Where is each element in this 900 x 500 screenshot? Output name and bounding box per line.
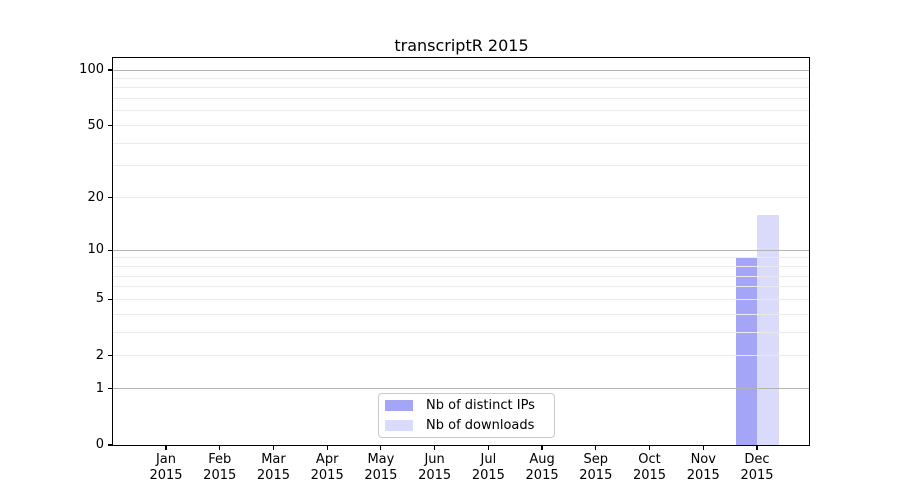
x-tick-label-may: May 2015 — [364, 452, 398, 483]
x-tick-label-oct: Oct 2015 — [632, 452, 667, 483]
x-tick-label-aug: Aug 2015 — [525, 452, 559, 483]
x-tick-mark-jul — [487, 445, 489, 450]
gridline-minor-y-50 — [113, 125, 810, 127]
gridline-major-y-1 — [113, 388, 810, 390]
x-tick-mark-sep — [595, 445, 597, 450]
legend-item-downloads: Nb of downloads — [385, 417, 554, 434]
x-tick-mark-feb — [219, 445, 221, 450]
gridline-minor-y-5 — [113, 298, 810, 300]
y-tick-label-0: 0 — [95, 437, 104, 452]
x-tick-mark-may — [380, 445, 382, 450]
gridline-minor-y-2 — [113, 355, 810, 357]
gridline-minor-y-60 — [113, 110, 810, 112]
y-tick-mark-100 — [108, 69, 113, 71]
legend-label-distinct-ips: Nb of distinct IPs — [426, 398, 535, 413]
legend-swatch-distinct-ips — [385, 400, 413, 411]
bar-distinct-ips-dec — [735, 257, 757, 445]
x-tick-label-apr: Apr 2015 — [310, 452, 344, 483]
x-tick-label-nov: Nov 2015 — [686, 452, 720, 483]
gridline-minor-y-70 — [113, 98, 810, 100]
x-tick-label-feb: Feb 2015 — [203, 452, 237, 483]
gridline-minor-y-20 — [113, 197, 810, 199]
gridline-minor-y-90 — [113, 77, 810, 79]
x-tick-mark-jan — [165, 445, 167, 450]
y-tick-label-100: 100 — [79, 62, 104, 77]
y-tick-mark-20 — [108, 197, 113, 199]
chart-title: transcriptR 2015 — [394, 36, 529, 55]
gridline-minor-y-40 — [113, 142, 810, 144]
y-tick-mark-10 — [108, 249, 113, 251]
x-tick-label-jul: Jul 2015 — [471, 452, 505, 483]
gridline-major-y-10 — [113, 249, 810, 251]
legend-swatch-downloads — [385, 420, 413, 431]
bar-downloads-dec — [757, 214, 779, 445]
x-tick-label-sep: Sep 2015 — [579, 452, 613, 483]
gridline-minor-y-6 — [113, 286, 810, 288]
gridline-minor-y-7 — [113, 275, 810, 277]
gridline-minor-y-9 — [113, 257, 810, 259]
gridline-major-y-100 — [113, 69, 810, 71]
y-tick-label-10: 10 — [87, 242, 104, 258]
legend: Nb of distinct IPs Nb of downloads — [378, 393, 555, 438]
x-tick-mark-apr — [326, 445, 328, 450]
y-tick-mark-0 — [108, 444, 113, 446]
gridline-minor-y-3 — [113, 331, 810, 333]
x-tick-mark-aug — [541, 445, 543, 450]
x-tick-mark-nov — [702, 445, 704, 450]
y-tick-mark-50 — [108, 124, 113, 127]
y-tick-label-1: 1 — [95, 380, 104, 396]
x-tick-label-dec: Dec 2015 — [740, 452, 774, 483]
y-tick-mark-5 — [108, 298, 113, 300]
y-tick-label-20: 20 — [87, 189, 104, 205]
x-tick-label-jan: Jan 2015 — [149, 452, 183, 483]
gridline-minor-y-8 — [113, 265, 810, 267]
x-tick-label-mar: Mar 2015 — [256, 452, 290, 483]
x-tick-mark-dec — [756, 445, 758, 450]
y-tick-label-5: 5 — [95, 291, 104, 307]
gridline-minor-y-4 — [113, 313, 810, 315]
y-tick-label-50: 50 — [87, 117, 104, 133]
x-tick-mark-jun — [434, 445, 436, 450]
legend-label-downloads: Nb of downloads — [426, 418, 535, 433]
x-tick-label-jun: Jun 2015 — [418, 452, 452, 483]
gridline-minor-y-80 — [113, 87, 810, 89]
y-tick-mark-2 — [108, 355, 113, 357]
gridline-minor-y-30 — [113, 165, 810, 167]
y-tick-mark-1 — [108, 388, 113, 390]
legend-item-distinct-ips: Nb of distinct IPs — [385, 397, 554, 414]
y-tick-label-2: 2 — [95, 347, 104, 363]
x-tick-mark-oct — [648, 445, 651, 450]
x-tick-mark-mar — [272, 445, 275, 450]
